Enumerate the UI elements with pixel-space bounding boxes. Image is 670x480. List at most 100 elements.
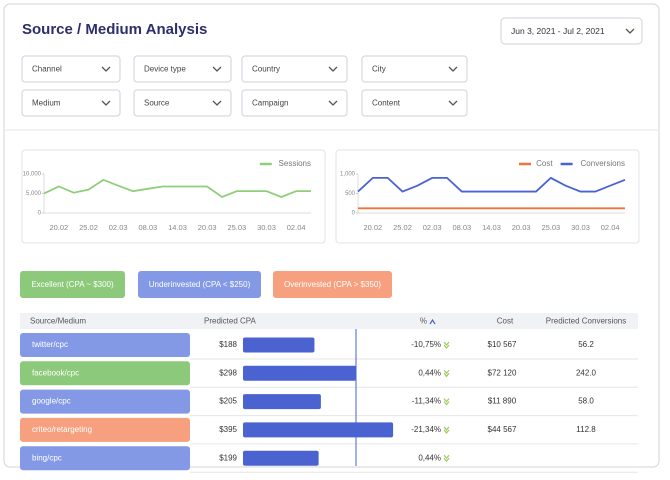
chevron-icon — [212, 66, 222, 72]
column-header: Source/Medium — [30, 317, 86, 326]
cost-value: $72 120 — [488, 368, 517, 377]
chevron-icon — [625, 28, 635, 34]
x-tick-label: 25.02 — [393, 223, 412, 232]
segment-label: Overinvested (CPA > $350) — [284, 280, 381, 289]
cpa-label: $205 — [219, 397, 237, 406]
x-tick-label: 02.04 — [601, 223, 620, 232]
filter-dropdown[interactable] — [133, 89, 232, 117]
y-tick-label: 0 — [38, 211, 42, 217]
column-header[interactable]: Cost — [497, 317, 514, 326]
source-label: criteo/retargeting — [32, 425, 92, 434]
chart-panel — [335, 149, 640, 244]
y-tick-label: 5,000 — [26, 191, 42, 197]
chevron-icon — [328, 66, 338, 72]
filter-dropdown[interactable] — [361, 55, 468, 83]
x-tick-label: 08.03 — [452, 223, 471, 232]
source-pill[interactable] — [20, 333, 190, 357]
segment-pill[interactable] — [273, 271, 392, 298]
series-line — [357, 176, 626, 193]
trend-icon — [443, 457, 450, 463]
conversions-value: 112.8 — [576, 425, 596, 434]
source-label: facebook/cpc — [32, 368, 79, 377]
x-tick-label: 14.03 — [168, 223, 187, 232]
x-tick-label: 25.02 — [79, 223, 98, 232]
conversions-value: 56.2 — [578, 340, 594, 349]
x-tick-label: 02.04 — [287, 223, 306, 232]
conversions-value: 242.0 — [576, 368, 597, 377]
trend-icon — [443, 344, 450, 349]
cost-value: $44 567 — [488, 425, 517, 434]
cpa-bar — [243, 365, 357, 381]
filter-dropdown[interactable] — [241, 89, 348, 117]
x-tick-label: 08.03 — [138, 223, 157, 232]
x-tick-label: 25.03 — [227, 223, 246, 232]
date-picker[interactable] — [500, 17, 643, 45]
trend-icon — [443, 426, 450, 431]
filter-dropdown[interactable] — [133, 55, 232, 83]
source-label: google/cpc — [32, 397, 71, 406]
trend-icon — [443, 454, 450, 460]
cpa-bar — [243, 422, 394, 438]
trend-icon — [443, 398, 450, 403]
source-pill[interactable] — [20, 389, 190, 414]
source-pill[interactable] — [20, 361, 190, 386]
filter-label: Source — [144, 99, 170, 108]
x-tick-label: 02.03 — [109, 223, 128, 232]
chevron-icon — [448, 100, 458, 106]
x-tick-label: 14.03 — [482, 223, 501, 232]
date-range: Jun 3, 2021 - Jul 2, 2021 — [511, 26, 605, 36]
y-tick-label: 0 — [352, 211, 356, 217]
filter-dropdown[interactable] — [21, 55, 121, 83]
filter-dropdown[interactable] — [361, 89, 468, 117]
legend-label: Sessions — [279, 159, 311, 168]
filter-label: City — [372, 65, 386, 74]
change-value: 0,44% — [418, 368, 441, 377]
change-value: -10,75% — [411, 340, 441, 349]
chart-panel — [21, 149, 326, 244]
conversions-value: 58.0 — [578, 397, 594, 406]
filter-label: Device type — [144, 65, 186, 74]
x-tick-label: 30.03 — [571, 223, 590, 232]
page-title: Source / Medium Analysis — [22, 21, 207, 38]
trend-icon — [443, 372, 450, 378]
cost-value: $10 567 — [488, 340, 517, 349]
chevron-icon — [212, 100, 222, 106]
change-value: -21,34% — [411, 425, 441, 434]
chevron-icon — [448, 66, 458, 72]
x-tick-label: 20.02 — [363, 223, 382, 232]
x-tick-label: 02.03 — [423, 223, 442, 232]
filter-label: Channel — [32, 65, 62, 74]
x-tick-label: 25.03 — [541, 223, 560, 232]
source-pill[interactable] — [20, 446, 190, 471]
cpa-label: $298 — [219, 368, 237, 377]
y-tick-label: 10,000 — [23, 172, 42, 178]
column-header[interactable]: Predicted Conversions — [546, 317, 626, 326]
series-line — [43, 178, 311, 199]
change-value: 0,44% — [418, 453, 441, 462]
filter-dropdown[interactable] — [21, 89, 121, 117]
cpa-label: $199 — [219, 453, 237, 462]
cost-value: $11 890 — [488, 397, 517, 406]
source-pill[interactable] — [20, 417, 190, 442]
chevron-icon — [328, 100, 338, 106]
chevron-icon — [101, 66, 111, 72]
source-label: bing/cpc — [32, 453, 62, 462]
segment-pill[interactable] — [20, 271, 125, 298]
x-tick-label: 20.02 — [49, 223, 68, 232]
x-tick-label: 30.03 — [257, 223, 276, 232]
segment-pill[interactable] — [138, 271, 261, 298]
x-tick-label: 20.03 — [512, 223, 531, 232]
filter-label: Content — [372, 99, 401, 108]
segment-label: Underinvested (CPA < $250) — [149, 280, 251, 289]
y-tick-label: 1,000 — [340, 172, 356, 178]
x-tick-label: 20.03 — [198, 223, 217, 232]
column-header[interactable]: % — [420, 317, 427, 326]
filter-label: Campaign — [252, 99, 288, 108]
sort-icon — [429, 318, 436, 325]
column-header[interactable]: Predicted CPA — [204, 317, 257, 326]
filter-dropdown[interactable] — [241, 55, 348, 83]
segment-label: Excellent (CPA ~ $300) — [31, 280, 114, 289]
y-tick-label: 500 — [345, 191, 356, 197]
source-label: twitter/cpc — [32, 340, 68, 349]
